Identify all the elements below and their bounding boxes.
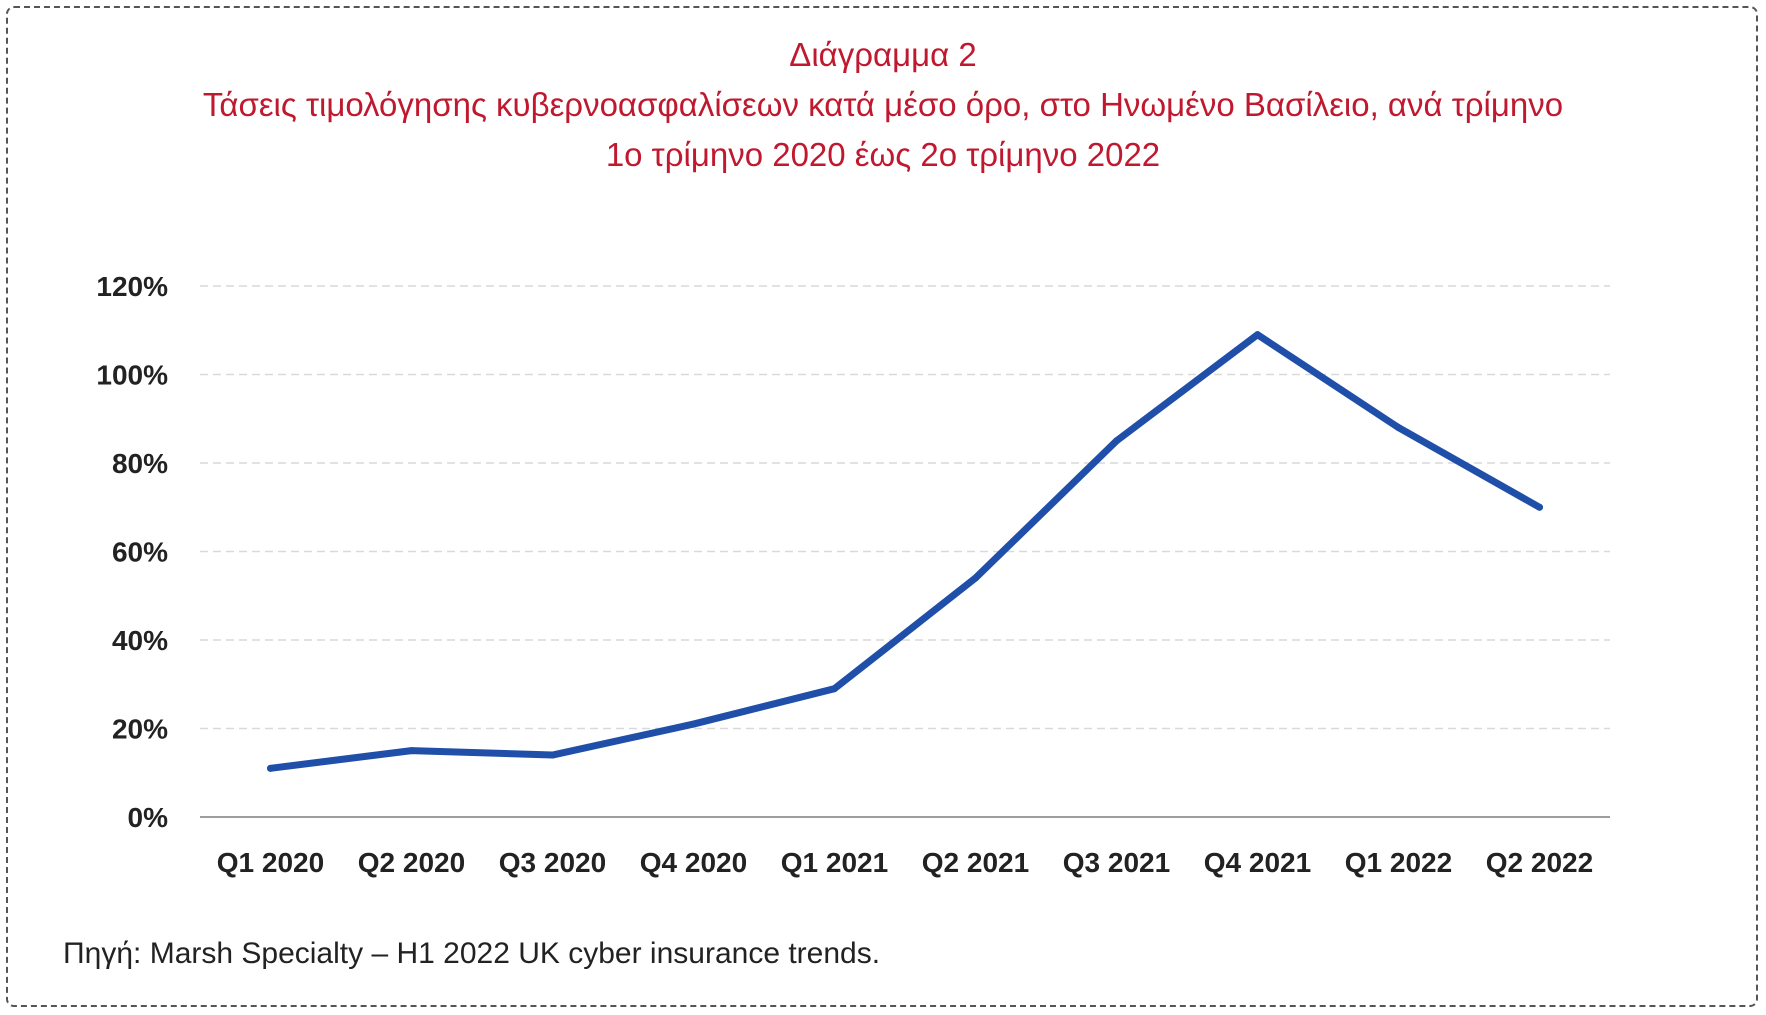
data-point xyxy=(267,764,274,772)
chart-title: Διάγραμμα 2 xyxy=(789,36,977,73)
x-tick-label: Q2 2020 xyxy=(358,847,465,878)
x-tick-label: Q4 2020 xyxy=(640,847,747,878)
y-tick-label: 20% xyxy=(112,714,168,745)
source-note: Πηγή: Marsh Specialty – H1 2022 UK cyber… xyxy=(63,937,881,970)
x-tick-label: Q1 2021 xyxy=(781,847,888,878)
chart-subtitle: Τάσεις τιμολόγησης κυβερνοασφαλίσεων κατ… xyxy=(202,86,1564,123)
y-tick-label: 0% xyxy=(128,802,169,833)
data-point xyxy=(1395,424,1402,432)
data-point xyxy=(831,685,838,693)
data-point xyxy=(1113,437,1120,445)
chart-frame xyxy=(6,6,1758,1007)
x-tick-label: Q2 2021 xyxy=(922,847,1029,878)
x-tick-label: Q1 2022 xyxy=(1345,847,1452,878)
series-line xyxy=(267,331,1543,772)
data-point xyxy=(1536,503,1543,511)
chart-subtitle-period: 1ο τρίμηνο 2020 έως 2ο τρίμηνο 2022 xyxy=(605,136,1161,173)
data-point xyxy=(408,747,415,755)
y-tick-label: 120% xyxy=(96,271,168,302)
y-tick-label: 80% xyxy=(112,448,168,479)
x-tick-label: Q4 2021 xyxy=(1204,847,1311,878)
data-point xyxy=(1254,331,1261,339)
y-tick-label: 40% xyxy=(112,625,168,656)
x-tick-label: Q3 2020 xyxy=(499,847,606,878)
data-point xyxy=(690,720,697,728)
x-tick-label: Q2 2022 xyxy=(1486,847,1593,878)
y-tick-label: 60% xyxy=(112,537,168,568)
y-tick-label: 100% xyxy=(96,360,168,391)
chart-titles: Διάγραμμα 2 Τάσεις τιμολόγησης κυβερνοασ… xyxy=(0,30,1766,180)
data-point xyxy=(549,751,556,759)
x-tick-label: Q3 2021 xyxy=(1063,847,1170,878)
data-point xyxy=(972,574,979,582)
x-tick-label: Q1 2020 xyxy=(217,847,324,878)
